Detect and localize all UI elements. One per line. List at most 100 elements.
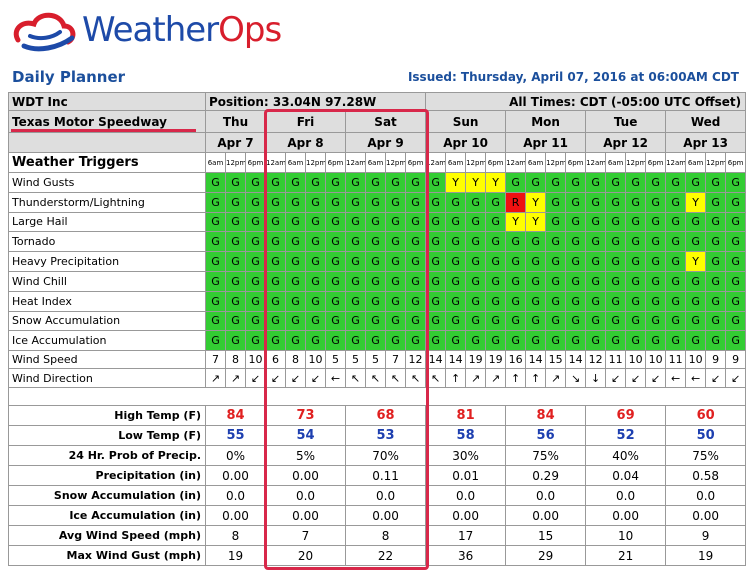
summary-label: Max Wind Gust (mph): [8, 545, 206, 567]
trigger-cell: G: [445, 251, 467, 272]
trigger-cell: G: [605, 310, 627, 332]
summary-value: 50: [665, 425, 747, 447]
trigger-cell: G: [705, 191, 727, 213]
time: 6pm: [325, 152, 346, 173]
trigger-cell: G: [605, 172, 627, 193]
trigger-cell: G: [265, 172, 286, 193]
trigger-cell: G: [685, 231, 707, 253]
wind-cell: ↙: [285, 368, 306, 389]
summary-label: Low Temp (F): [8, 425, 206, 447]
blank: [8, 132, 206, 153]
trigger-cell: G: [205, 172, 226, 193]
trigger-cell: G: [465, 191, 487, 213]
trigger-cell: G: [425, 330, 447, 352]
trigger-cell: G: [665, 330, 687, 352]
trigger-cell: G: [585, 231, 607, 253]
wind-cell: ↖: [404, 368, 427, 389]
trigger-cell: G: [625, 172, 647, 193]
time: 6am: [685, 152, 707, 173]
trigger-cell: G: [365, 231, 386, 253]
trigger-cell: G: [605, 251, 627, 272]
summary-value: 0.00: [344, 505, 427, 527]
trigger-cell: G: [445, 310, 467, 332]
trigger-cell: G: [525, 330, 547, 352]
trigger-cell: G: [205, 270, 226, 292]
day-date: Apr 7: [205, 132, 266, 153]
trigger-cell: G: [445, 231, 467, 253]
trigger-cell: G: [545, 270, 567, 292]
row: Wind Chill G G G G G G G G G G G G G G G G G G G G G G G G G G G: [8, 270, 747, 292]
trigger-cell: G: [525, 231, 547, 253]
trigger-cell: G: [665, 231, 687, 253]
summary-value: 0.00: [665, 505, 747, 527]
summary-value: 0.00: [425, 505, 507, 527]
summary-value: 56: [505, 425, 587, 447]
trigger-cell: G: [365, 211, 386, 233]
trigger-cell: G: [445, 270, 467, 292]
trigger-cell: G: [245, 211, 266, 233]
trigger-cell: G: [585, 310, 607, 332]
trigger-cell: G: [325, 330, 346, 352]
trigger-cell: G: [265, 191, 286, 213]
wind-cell: ↙: [605, 368, 627, 389]
summary-value: 75%: [505, 445, 587, 467]
trigger-cell: G: [445, 290, 467, 312]
summary-value: 0.0: [425, 485, 507, 507]
trigger-cell: G: [625, 191, 647, 213]
trigger-cell: G: [685, 290, 707, 312]
trigger-cell: G: [665, 251, 687, 272]
summary-label: Snow Accumulation (in): [8, 485, 206, 507]
time: 6pm: [725, 152, 747, 173]
trigger-cell: G: [545, 172, 567, 193]
time: 6pm: [565, 152, 587, 173]
trigger-cell: G: [485, 211, 507, 233]
row: Snow Accumulation (in) 0.0 0.0 0.0 0.0 0.0 0.0…: [8, 485, 747, 507]
wind-label: Wind Direction: [8, 368, 206, 389]
trigger-cell: G: [705, 310, 727, 332]
trigger-label: Heat Index: [8, 290, 206, 312]
summary-value: 0.00: [205, 465, 266, 487]
trigger-cell: G: [365, 330, 386, 352]
trigger-cell: G: [545, 310, 567, 332]
trigger-cell: R: [505, 191, 527, 213]
trigger-cell: G: [545, 211, 567, 233]
trigger-cell: G: [404, 251, 427, 272]
summary-value: 0.0: [665, 485, 747, 507]
row: Apr 7 Apr 8 Apr 9 Apr 10 Apr 11 Apr 12 Apr 13: [8, 132, 747, 153]
trigger-cell: G: [345, 231, 366, 253]
trigger-cell: G: [585, 251, 607, 272]
trigger-cell: G: [545, 290, 567, 312]
trigger-cell: G: [605, 330, 627, 352]
trigger-cell: G: [265, 231, 286, 253]
wind-cell: ↓: [585, 368, 607, 389]
wind-cell: 10: [305, 350, 326, 370]
time: 12pm: [705, 152, 727, 173]
row: Weather Triggers 6am 12pm 6pm 12am 6am 12pm 6pm…: [8, 152, 747, 173]
trigger-cell: G: [625, 270, 647, 292]
trigger-cell: G: [485, 290, 507, 312]
trigger-cell: G: [465, 290, 487, 312]
trigger-cell: G: [205, 290, 226, 312]
trigger-cell: G: [385, 290, 406, 312]
row: Wind Speed 7 8 10 6 8 10 5 5 5 7 12 14 14 19 19 16 14 15 14…: [8, 350, 747, 370]
trigger-cell: G: [245, 231, 266, 253]
wind-cell: 5: [345, 350, 366, 370]
wind-cell: ↗: [465, 368, 487, 389]
row: Heat Index G G G G G G G G G G G G G G G G G G G G G G G G G G G: [8, 290, 747, 312]
summary-value: 73: [265, 405, 346, 427]
trigger-cell: G: [325, 290, 346, 312]
trigger-cell: G: [445, 191, 467, 213]
row: Texas Motor Speedway Thu Fri Sat Sun Mon Tue We…: [8, 110, 747, 133]
day-date: Apr 12: [585, 132, 667, 153]
day-name: Tue: [585, 110, 667, 133]
summary-label: High Temp (F): [8, 405, 206, 427]
trigger-cell: G: [505, 172, 527, 193]
trigger-cell: G: [585, 290, 607, 312]
day-date: Apr 13: [665, 132, 747, 153]
wind-cell: 12: [404, 350, 427, 370]
time: 12pm: [225, 152, 246, 173]
time: 12pm: [305, 152, 326, 173]
trigger-cell: G: [645, 310, 667, 332]
trigger-cell: G: [285, 270, 306, 292]
trigger-cell: G: [665, 310, 687, 332]
